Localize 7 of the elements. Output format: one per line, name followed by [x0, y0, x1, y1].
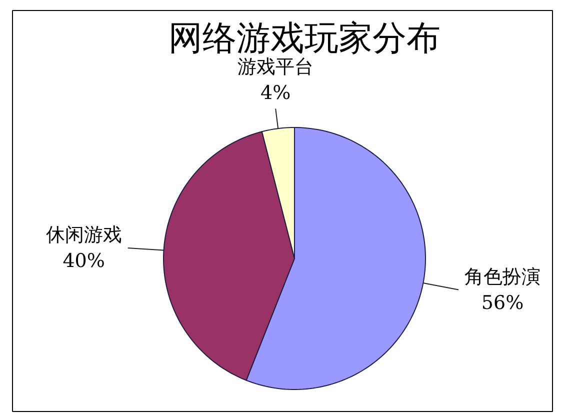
data-label: 40%: [62, 250, 105, 272]
data-label: 56%: [481, 292, 524, 314]
slice-label: 角色扮演: [464, 266, 541, 288]
slice-label: 游戏平台: [238, 56, 314, 78]
chart-title: 网络游戏玩家分布: [168, 18, 440, 58]
data-label: 4%: [260, 82, 291, 104]
slice-label: 休闲游戏: [46, 224, 122, 246]
